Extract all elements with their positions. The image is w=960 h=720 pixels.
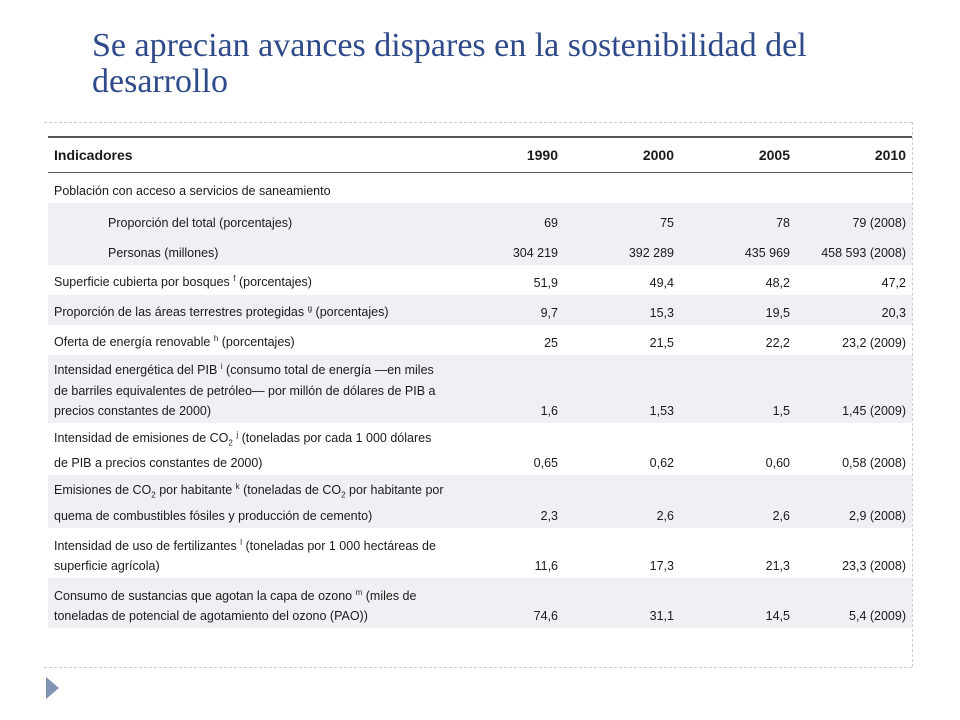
value-2010: 2,9 (2008) <box>796 475 912 528</box>
row-label: Oferta de energía renovable h (porcentaj… <box>54 334 295 350</box>
row-label: Emisiones de CO2 por habitante k (tonela… <box>48 475 454 528</box>
value-2000: 75 <box>564 202 680 235</box>
value-2000: 1,53 <box>564 354 680 423</box>
table-row: Oferta de energía renovable h (porcentaj… <box>48 325 912 355</box>
table-row: Consumo de sustancias que agotan la capa… <box>48 577 912 628</box>
value-1990: 51,9 <box>533 275 558 290</box>
value-2010: 5,4 (2009) <box>796 577 912 628</box>
header-1990: 1990 <box>454 136 564 173</box>
value-2010: 458 593 (2008) <box>796 234 912 265</box>
value-1990: 1,6 <box>454 354 564 423</box>
row-label: Superficie cubierta por bosques f (porce… <box>54 274 312 290</box>
table-row: Superficie cubierta por bosques f (porce… <box>48 265 912 295</box>
footnote-mark: l <box>240 537 243 547</box>
value-2000: 49,4 <box>649 275 674 290</box>
row-label: Intensidad de uso de fertilizantes l (to… <box>54 537 436 573</box>
value-2005: 2,6 <box>680 475 796 528</box>
header-indicadores: Indicadores <box>48 136 454 173</box>
value-2005: 0,60 <box>765 456 790 471</box>
value-1990: 11,6 <box>534 558 558 573</box>
table-header-row: Indicadores 1990 2000 2005 2010 <box>48 136 912 173</box>
value-2005: 48,2 <box>765 275 790 290</box>
row-label: Intensidad energética del PIB i (consumo… <box>48 354 454 423</box>
value-2000: 15,3 <box>564 294 680 325</box>
value-2000: 2,6 <box>564 475 680 528</box>
value-2005: 1,5 <box>680 354 796 423</box>
right-divider <box>912 122 913 667</box>
table-row: Población con acceso a servicios de sane… <box>48 173 912 203</box>
value-2005: 19,5 <box>680 294 796 325</box>
row-label: Proporción de las áreas terrestres prote… <box>48 294 454 325</box>
row-label: Población con acceso a servicios de sane… <box>54 183 331 198</box>
table-row: Intensidad de uso de fertilizantes l (to… <box>48 528 912 578</box>
value-2010: 47,2 <box>881 275 906 290</box>
footnote-mark: k <box>235 482 240 492</box>
value-2010: 23,3 (2008) <box>842 558 906 573</box>
slide-title: Se aprecian avances dispares en la soste… <box>92 27 807 100</box>
footnote-mark: g <box>307 304 313 314</box>
footnote-mark: j <box>236 429 239 439</box>
value-2010: 23,2 (2009) <box>842 335 906 350</box>
value-1990 <box>454 173 564 203</box>
value-2010 <box>796 173 912 203</box>
value-1990: 9,7 <box>454 294 564 325</box>
value-1990: 304 219 <box>454 234 564 265</box>
value-2005: 435 969 <box>680 234 796 265</box>
table-row: Proporción de las áreas terrestres prote… <box>48 294 912 325</box>
value-2000: 17,3 <box>649 558 674 573</box>
row-label: Proporción del total (porcentajes) <box>48 202 454 235</box>
table-row: Emisiones de CO2 por habitante k (tonela… <box>48 475 912 528</box>
footnote-mark: m <box>355 587 363 597</box>
value-2000: 0,62 <box>649 456 674 471</box>
value-1990: 0,65 <box>533 456 558 471</box>
value-2005: 21,3 <box>765 558 790 573</box>
value-2005: 14,5 <box>680 577 796 628</box>
value-1990: 2,3 <box>454 475 564 528</box>
bottom-divider <box>44 667 912 668</box>
header-2000: 2000 <box>564 136 680 173</box>
table-row: Intensidad energética del PIB i (consumo… <box>48 354 912 423</box>
value-2005 <box>680 173 796 203</box>
header-2005: 2005 <box>680 136 796 173</box>
value-2000 <box>564 173 680 203</box>
indicators-table: Indicadores 1990 2000 2005 2010 Població… <box>48 136 912 628</box>
value-2005: 78 <box>680 202 796 235</box>
value-2005: 22,2 <box>765 335 790 350</box>
table-row: Intensidad de emisiones de CO2 j (tonela… <box>48 423 912 476</box>
value-2000: 392 289 <box>564 234 680 265</box>
value-2010: 20,3 <box>796 294 912 325</box>
value-1990: 25 <box>544 335 558 350</box>
value-2010: 79 (2008) <box>796 202 912 235</box>
slide-bullet-icon <box>46 677 59 699</box>
value-2000: 21,5 <box>649 335 674 350</box>
value-1990: 69 <box>454 202 564 235</box>
top-divider <box>44 122 912 123</box>
value-2000: 31,1 <box>564 577 680 628</box>
value-1990: 74,6 <box>454 577 564 628</box>
table-row: Proporción del total (porcentajes) 69 75… <box>48 202 912 235</box>
footnote-mark: i <box>220 362 223 372</box>
row-label: Consumo de sustancias que agotan la capa… <box>48 577 454 628</box>
footnote-mark: h <box>213 334 219 344</box>
value-2010: 0,58 (2008) <box>842 456 906 471</box>
table-row: Personas (millones) 304 219 392 289 435 … <box>48 234 912 265</box>
header-2010: 2010 <box>796 136 912 173</box>
footnote-mark: f <box>233 274 236 284</box>
value-2010: 1,45 (2009) <box>796 354 912 423</box>
row-label: Personas (millones) <box>48 234 454 265</box>
row-label: Intensidad de emisiones de CO2 j (tonela… <box>54 429 432 471</box>
